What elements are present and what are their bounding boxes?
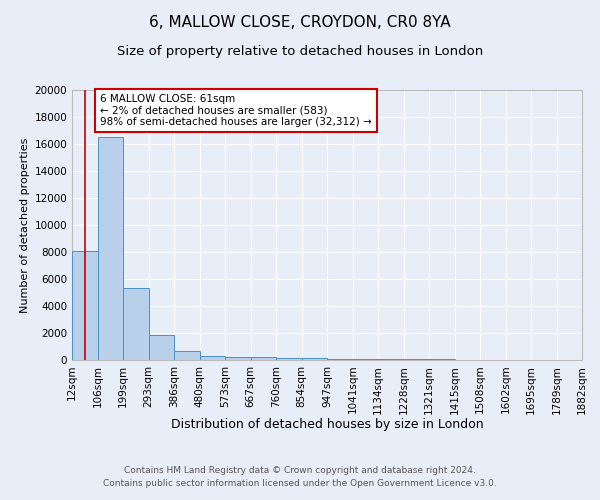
X-axis label: Distribution of detached houses by size in London: Distribution of detached houses by size … bbox=[170, 418, 484, 431]
Bar bbox=[72, 250, 98, 360]
Bar bbox=[123, 288, 149, 360]
Bar bbox=[149, 335, 174, 360]
Bar bbox=[98, 137, 123, 360]
Bar bbox=[327, 358, 353, 360]
Text: 6, MALLOW CLOSE, CROYDON, CR0 8YA: 6, MALLOW CLOSE, CROYDON, CR0 8YA bbox=[149, 15, 451, 30]
Bar bbox=[174, 350, 200, 360]
Y-axis label: Number of detached properties: Number of detached properties bbox=[20, 138, 30, 312]
Bar bbox=[353, 359, 378, 360]
Bar bbox=[302, 358, 327, 360]
Text: Contains HM Land Registry data © Crown copyright and database right 2024.
Contai: Contains HM Land Registry data © Crown c… bbox=[103, 466, 497, 487]
Bar bbox=[276, 358, 302, 360]
Bar bbox=[378, 359, 404, 360]
Text: 6 MALLOW CLOSE: 61sqm
← 2% of detached houses are smaller (583)
98% of semi-deta: 6 MALLOW CLOSE: 61sqm ← 2% of detached h… bbox=[100, 94, 372, 127]
Bar bbox=[200, 356, 225, 360]
Bar bbox=[225, 357, 251, 360]
Text: Size of property relative to detached houses in London: Size of property relative to detached ho… bbox=[117, 45, 483, 58]
Bar bbox=[251, 358, 276, 360]
